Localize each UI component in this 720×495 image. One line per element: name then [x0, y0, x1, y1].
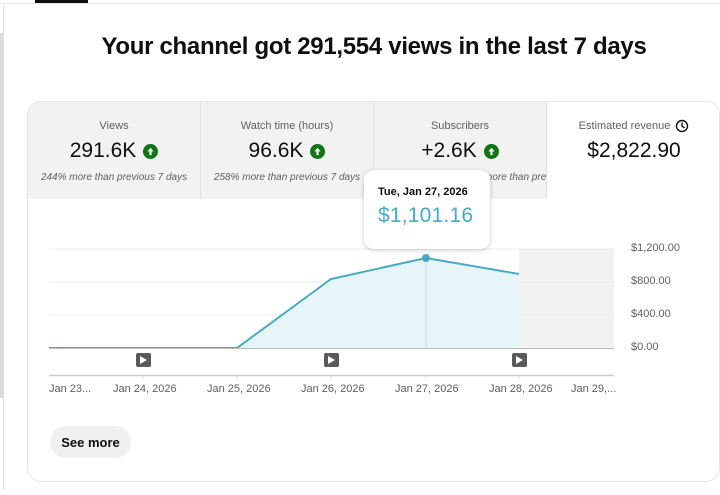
- y-tick-800: $800.00: [631, 275, 671, 287]
- y-tick-0: $0.00: [631, 341, 659, 353]
- metric-change: 244% more than previous 7 days: [40, 172, 188, 183]
- play-icon: [140, 356, 147, 364]
- y-tick-400: $400.00: [631, 308, 671, 320]
- video-published-marker[interactable]: [136, 353, 151, 367]
- trend-up-icon: [310, 143, 326, 159]
- metric-value: $2,822.90: [587, 139, 681, 162]
- video-published-marker[interactable]: [512, 353, 527, 367]
- page-title: Your channel got 291,554 views in the la…: [101, 33, 647, 60]
- metric-value: +2.6K: [421, 139, 477, 162]
- scrollbar[interactable]: [0, 33, 3, 398]
- future-region: [519, 249, 614, 348]
- metric-tab-estimated-revenue[interactable]: Estimated revenue $2,822.90: [547, 102, 719, 199]
- x-tick-label: Jan 25, 2026: [207, 383, 271, 395]
- x-tick-label: Jan 28, 2026: [489, 383, 553, 395]
- metric-tab-watch-time[interactable]: Watch time (hours) 96.6K 258% more than …: [201, 102, 374, 199]
- top-divider: [0, 0, 720, 4]
- metric-value: 291.6K: [69, 139, 137, 162]
- x-tick-label: Jan 29,...: [571, 383, 617, 395]
- analytics-card: $1,200.00 $800.00 $400.00 $0.00 Jan 23..…: [27, 101, 720, 482]
- tooltip-value: $1,101.16: [378, 204, 474, 227]
- trend-up-icon: [483, 143, 499, 159]
- metric-change: more than previous 7 days: [484, 172, 602, 183]
- trend-up-icon: [143, 143, 159, 159]
- metric-label: Subscribers: [430, 120, 490, 132]
- metric-label: Estimated revenue: [578, 120, 671, 132]
- see-more-button[interactable]: See more: [50, 426, 131, 458]
- chart-tooltip: Tue, Jan 27, 2026 $1,101.16: [364, 170, 490, 249]
- x-tick-label: Jan 23...: [49, 383, 92, 395]
- metric-change: 258% more than previous 7 days: [213, 172, 361, 183]
- tooltip-date: Tue, Jan 27, 2026: [378, 186, 468, 198]
- metric-value: 96.6K: [248, 139, 304, 162]
- x-tick-label: Jan 27, 2026: [395, 383, 459, 395]
- metric-tab-views[interactable]: Views 291.6K 244% more than previous 7 d…: [28, 102, 201, 199]
- metric-label: Views: [99, 120, 129, 132]
- x-tick-label: Jan 24, 2026: [113, 383, 177, 395]
- active-tab-indicator: [35, 0, 88, 3]
- revenue-chart[interactable]: $1,200.00 $800.00 $400.00 $0.00 Jan 23..…: [28, 102, 719, 481]
- video-published-marker[interactable]: [324, 353, 339, 367]
- clock-icon[interactable]: [675, 119, 689, 133]
- play-icon: [328, 356, 335, 364]
- left-panel-edge: [0, 5, 4, 490]
- y-tick-1200: $1,200.00: [631, 242, 680, 254]
- x-tick-label: Jan 26, 2026: [301, 383, 365, 395]
- play-icon: [516, 356, 523, 364]
- chart-plot: [49, 248, 614, 379]
- metric-label: Watch time (hours): [240, 120, 334, 132]
